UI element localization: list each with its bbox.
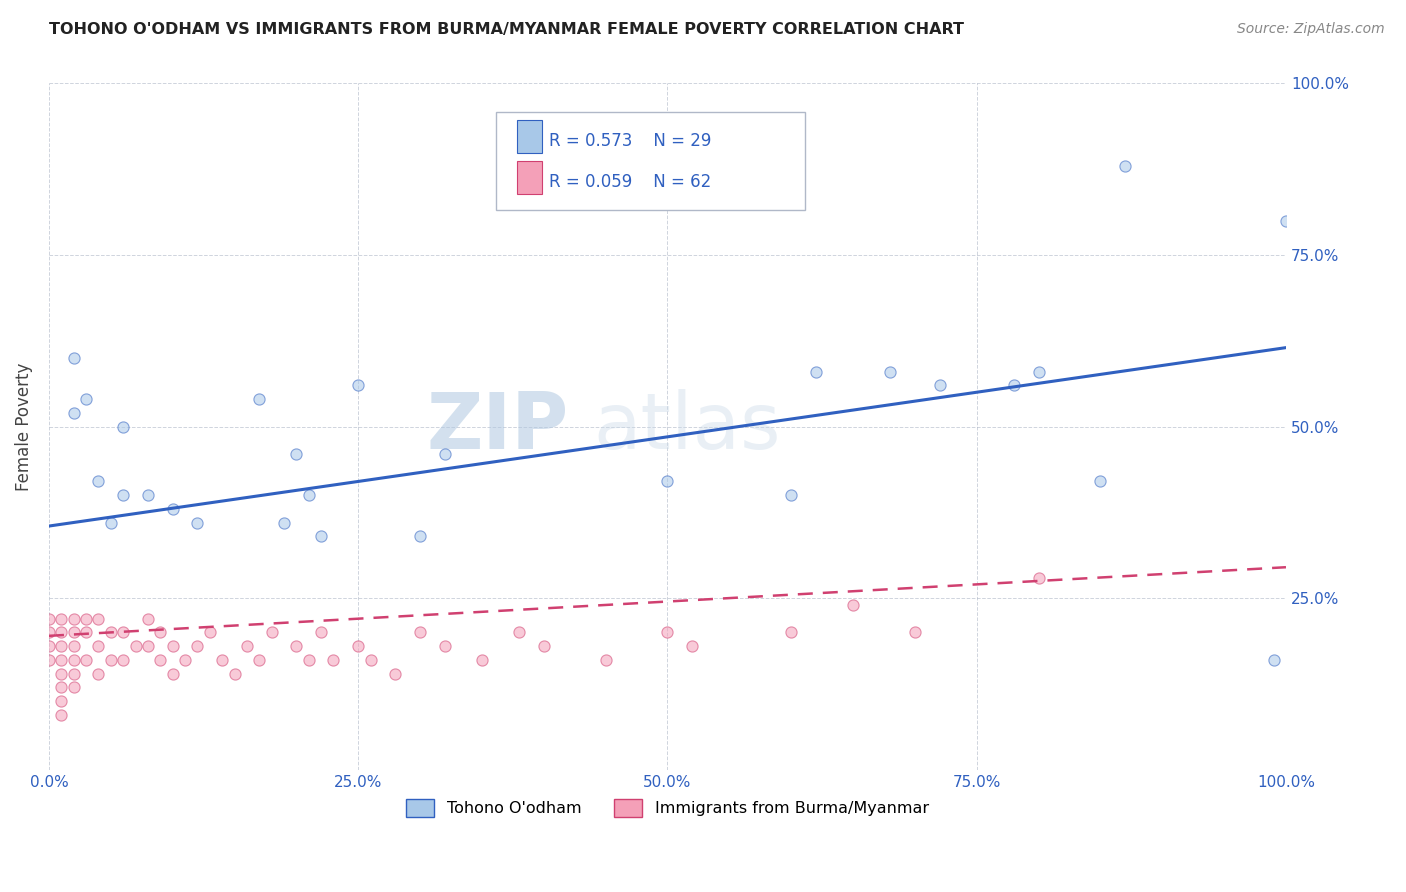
Point <box>51 612 73 626</box>
Point <box>38 612 60 626</box>
Point <box>174 653 197 667</box>
Point <box>62 612 84 626</box>
Point <box>804 365 827 379</box>
Point <box>1275 213 1298 227</box>
Point <box>681 639 703 653</box>
Point <box>149 653 172 667</box>
Point <box>162 639 184 653</box>
Point <box>409 625 432 640</box>
Point <box>198 625 221 640</box>
Point <box>51 707 73 722</box>
Point <box>100 625 122 640</box>
Point <box>100 516 122 530</box>
Point <box>260 625 283 640</box>
Point <box>51 666 73 681</box>
Point <box>149 625 172 640</box>
Point <box>87 475 110 489</box>
Point <box>75 392 97 406</box>
Legend: Tohono O'odham, Immigrants from Burma/Myanmar: Tohono O'odham, Immigrants from Burma/My… <box>399 792 936 823</box>
Point <box>384 666 406 681</box>
Text: atlas: atlas <box>593 389 780 465</box>
Point <box>285 447 308 461</box>
Text: ZIP: ZIP <box>426 389 568 465</box>
Point <box>433 447 456 461</box>
Point <box>533 639 555 653</box>
Point <box>162 666 184 681</box>
Point <box>38 625 60 640</box>
Point <box>1263 653 1285 667</box>
Point <box>186 516 208 530</box>
Point <box>236 639 259 653</box>
Point <box>347 639 370 653</box>
Point <box>62 639 84 653</box>
Point <box>595 653 617 667</box>
Point <box>780 488 803 502</box>
Point <box>780 625 803 640</box>
Point <box>100 653 122 667</box>
Point <box>309 529 332 543</box>
Point <box>51 625 73 640</box>
Point <box>285 639 308 653</box>
Point <box>112 419 135 434</box>
Point <box>1002 378 1025 392</box>
Point <box>186 639 208 653</box>
Point <box>273 516 295 530</box>
Y-axis label: Female Poverty: Female Poverty <box>15 362 32 491</box>
Point <box>309 625 332 640</box>
Text: R = 0.573    N = 29: R = 0.573 N = 29 <box>548 132 711 150</box>
Point <box>62 653 84 667</box>
Point <box>62 406 84 420</box>
Point <box>1028 570 1050 584</box>
Point <box>62 625 84 640</box>
Text: TOHONO O'ODHAM VS IMMIGRANTS FROM BURMA/MYANMAR FEMALE POVERTY CORRELATION CHART: TOHONO O'ODHAM VS IMMIGRANTS FROM BURMA/… <box>49 22 965 37</box>
Point <box>471 653 494 667</box>
Point <box>298 488 321 502</box>
Point <box>224 666 246 681</box>
Point <box>112 625 135 640</box>
Point <box>508 625 530 640</box>
Point <box>62 351 84 365</box>
Point <box>657 475 679 489</box>
Point <box>247 392 270 406</box>
Point <box>62 666 84 681</box>
Point <box>75 653 97 667</box>
Point <box>136 612 159 626</box>
Point <box>38 639 60 653</box>
Point <box>347 378 370 392</box>
Point <box>1114 159 1136 173</box>
Point <box>62 681 84 695</box>
Point <box>112 653 135 667</box>
Point <box>112 488 135 502</box>
Text: Source: ZipAtlas.com: Source: ZipAtlas.com <box>1237 22 1385 37</box>
Point <box>87 666 110 681</box>
Point <box>409 529 432 543</box>
Point <box>247 653 270 667</box>
Point <box>162 502 184 516</box>
Point <box>657 625 679 640</box>
Point <box>136 488 159 502</box>
Point <box>38 653 60 667</box>
Point <box>51 639 73 653</box>
Point <box>87 639 110 653</box>
Text: R = 0.059    N = 62: R = 0.059 N = 62 <box>548 173 711 191</box>
Point <box>879 365 901 379</box>
Point <box>298 653 321 667</box>
Point <box>1028 365 1050 379</box>
Point <box>322 653 344 667</box>
Point <box>51 653 73 667</box>
Point <box>360 653 382 667</box>
Point <box>904 625 927 640</box>
Point <box>433 639 456 653</box>
Point <box>928 378 950 392</box>
Point <box>51 681 73 695</box>
Point <box>136 639 159 653</box>
Point <box>75 625 97 640</box>
Point <box>87 612 110 626</box>
Point <box>124 639 146 653</box>
Point <box>211 653 233 667</box>
Point <box>51 694 73 708</box>
Point <box>842 598 865 612</box>
Point <box>75 612 97 626</box>
Point <box>1090 475 1112 489</box>
